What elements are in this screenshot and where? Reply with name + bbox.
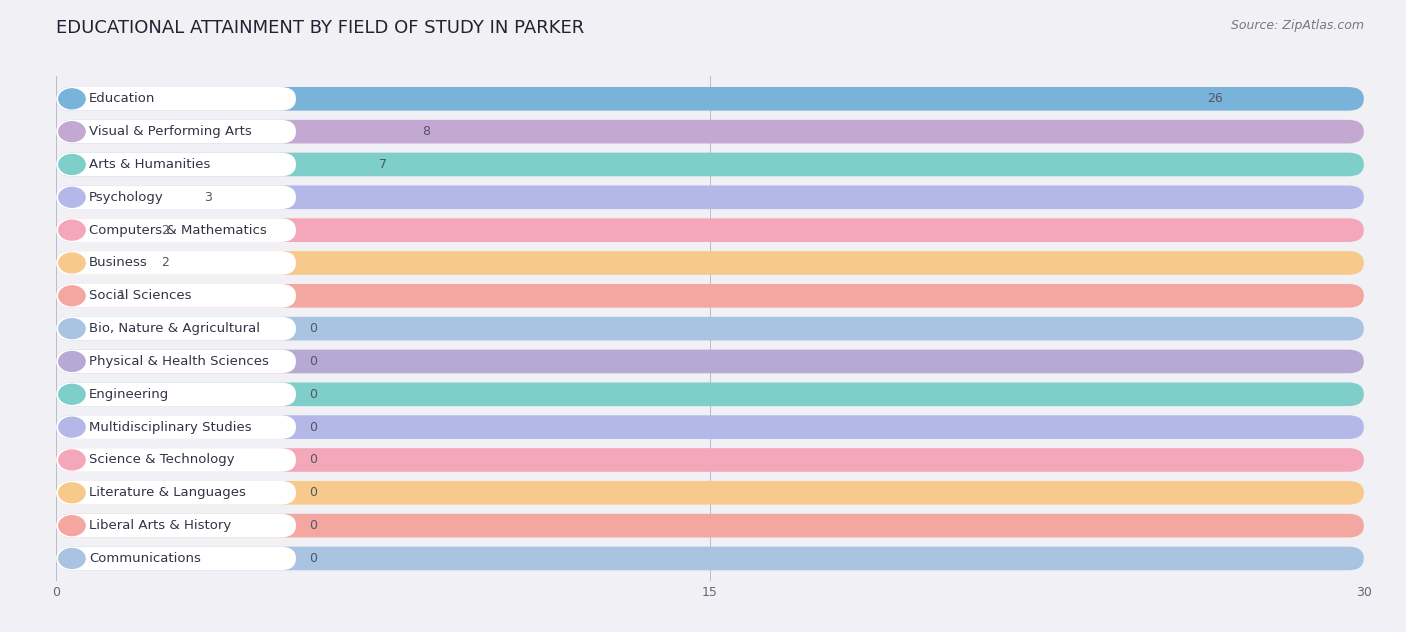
FancyBboxPatch shape bbox=[56, 448, 1364, 471]
FancyBboxPatch shape bbox=[56, 284, 295, 308]
Text: 8: 8 bbox=[422, 125, 430, 138]
Circle shape bbox=[59, 253, 86, 273]
Text: 26: 26 bbox=[1206, 92, 1223, 106]
FancyBboxPatch shape bbox=[56, 87, 295, 111]
Circle shape bbox=[59, 286, 86, 306]
Circle shape bbox=[59, 89, 86, 109]
FancyBboxPatch shape bbox=[56, 514, 1364, 537]
FancyBboxPatch shape bbox=[56, 481, 295, 504]
Text: Literature & Languages: Literature & Languages bbox=[89, 486, 246, 499]
Circle shape bbox=[59, 122, 86, 142]
FancyBboxPatch shape bbox=[56, 415, 295, 439]
FancyBboxPatch shape bbox=[56, 415, 1364, 439]
FancyBboxPatch shape bbox=[56, 547, 295, 570]
Circle shape bbox=[59, 220, 86, 240]
Text: Business: Business bbox=[89, 257, 148, 269]
FancyBboxPatch shape bbox=[56, 547, 1364, 570]
Text: 1: 1 bbox=[117, 289, 125, 302]
Text: Multidisciplinary Studies: Multidisciplinary Studies bbox=[89, 421, 252, 434]
FancyBboxPatch shape bbox=[56, 153, 1364, 176]
FancyBboxPatch shape bbox=[56, 317, 295, 341]
FancyBboxPatch shape bbox=[56, 186, 295, 209]
FancyBboxPatch shape bbox=[56, 251, 295, 275]
FancyBboxPatch shape bbox=[56, 120, 1364, 143]
Circle shape bbox=[59, 351, 86, 372]
Text: 0: 0 bbox=[309, 552, 316, 565]
FancyBboxPatch shape bbox=[56, 153, 295, 176]
FancyBboxPatch shape bbox=[56, 317, 1364, 341]
Text: 3: 3 bbox=[204, 191, 212, 204]
Circle shape bbox=[59, 450, 86, 470]
Text: 0: 0 bbox=[309, 355, 316, 368]
Text: Source: ZipAtlas.com: Source: ZipAtlas.com bbox=[1230, 19, 1364, 32]
FancyBboxPatch shape bbox=[56, 349, 1364, 374]
FancyBboxPatch shape bbox=[56, 120, 295, 143]
Text: Engineering: Engineering bbox=[89, 388, 169, 401]
Text: 2: 2 bbox=[160, 224, 169, 236]
Text: 2: 2 bbox=[160, 257, 169, 269]
FancyBboxPatch shape bbox=[56, 382, 1364, 406]
FancyBboxPatch shape bbox=[56, 382, 295, 406]
Text: 7: 7 bbox=[378, 158, 387, 171]
FancyBboxPatch shape bbox=[56, 218, 1364, 242]
Text: Physical & Health Sciences: Physical & Health Sciences bbox=[89, 355, 269, 368]
Text: 0: 0 bbox=[309, 322, 316, 335]
Text: Arts & Humanities: Arts & Humanities bbox=[89, 158, 211, 171]
Text: Communications: Communications bbox=[89, 552, 201, 565]
FancyBboxPatch shape bbox=[56, 349, 295, 374]
Text: Education: Education bbox=[89, 92, 155, 106]
Text: EDUCATIONAL ATTAINMENT BY FIELD OF STUDY IN PARKER: EDUCATIONAL ATTAINMENT BY FIELD OF STUDY… bbox=[56, 19, 585, 37]
Text: Psychology: Psychology bbox=[89, 191, 163, 204]
Text: Computers & Mathematics: Computers & Mathematics bbox=[89, 224, 267, 236]
Circle shape bbox=[59, 319, 86, 339]
Text: 0: 0 bbox=[309, 486, 316, 499]
Circle shape bbox=[59, 384, 86, 404]
Text: Visual & Performing Arts: Visual & Performing Arts bbox=[89, 125, 252, 138]
Circle shape bbox=[59, 483, 86, 502]
FancyBboxPatch shape bbox=[56, 186, 1364, 209]
Circle shape bbox=[59, 187, 86, 207]
Text: 0: 0 bbox=[309, 519, 316, 532]
Text: Science & Technology: Science & Technology bbox=[89, 454, 235, 466]
Text: 0: 0 bbox=[309, 454, 316, 466]
Text: Social Sciences: Social Sciences bbox=[89, 289, 191, 302]
Text: Bio, Nature & Agricultural: Bio, Nature & Agricultural bbox=[89, 322, 260, 335]
Text: 0: 0 bbox=[309, 388, 316, 401]
Text: Liberal Arts & History: Liberal Arts & History bbox=[89, 519, 231, 532]
Circle shape bbox=[59, 549, 86, 568]
FancyBboxPatch shape bbox=[56, 448, 295, 471]
FancyBboxPatch shape bbox=[56, 218, 295, 242]
Circle shape bbox=[59, 155, 86, 174]
FancyBboxPatch shape bbox=[56, 514, 295, 537]
FancyBboxPatch shape bbox=[56, 481, 1364, 504]
FancyBboxPatch shape bbox=[56, 251, 1364, 275]
Circle shape bbox=[59, 417, 86, 437]
Circle shape bbox=[59, 516, 86, 535]
FancyBboxPatch shape bbox=[56, 284, 1364, 308]
FancyBboxPatch shape bbox=[56, 87, 1364, 111]
Text: 0: 0 bbox=[309, 421, 316, 434]
